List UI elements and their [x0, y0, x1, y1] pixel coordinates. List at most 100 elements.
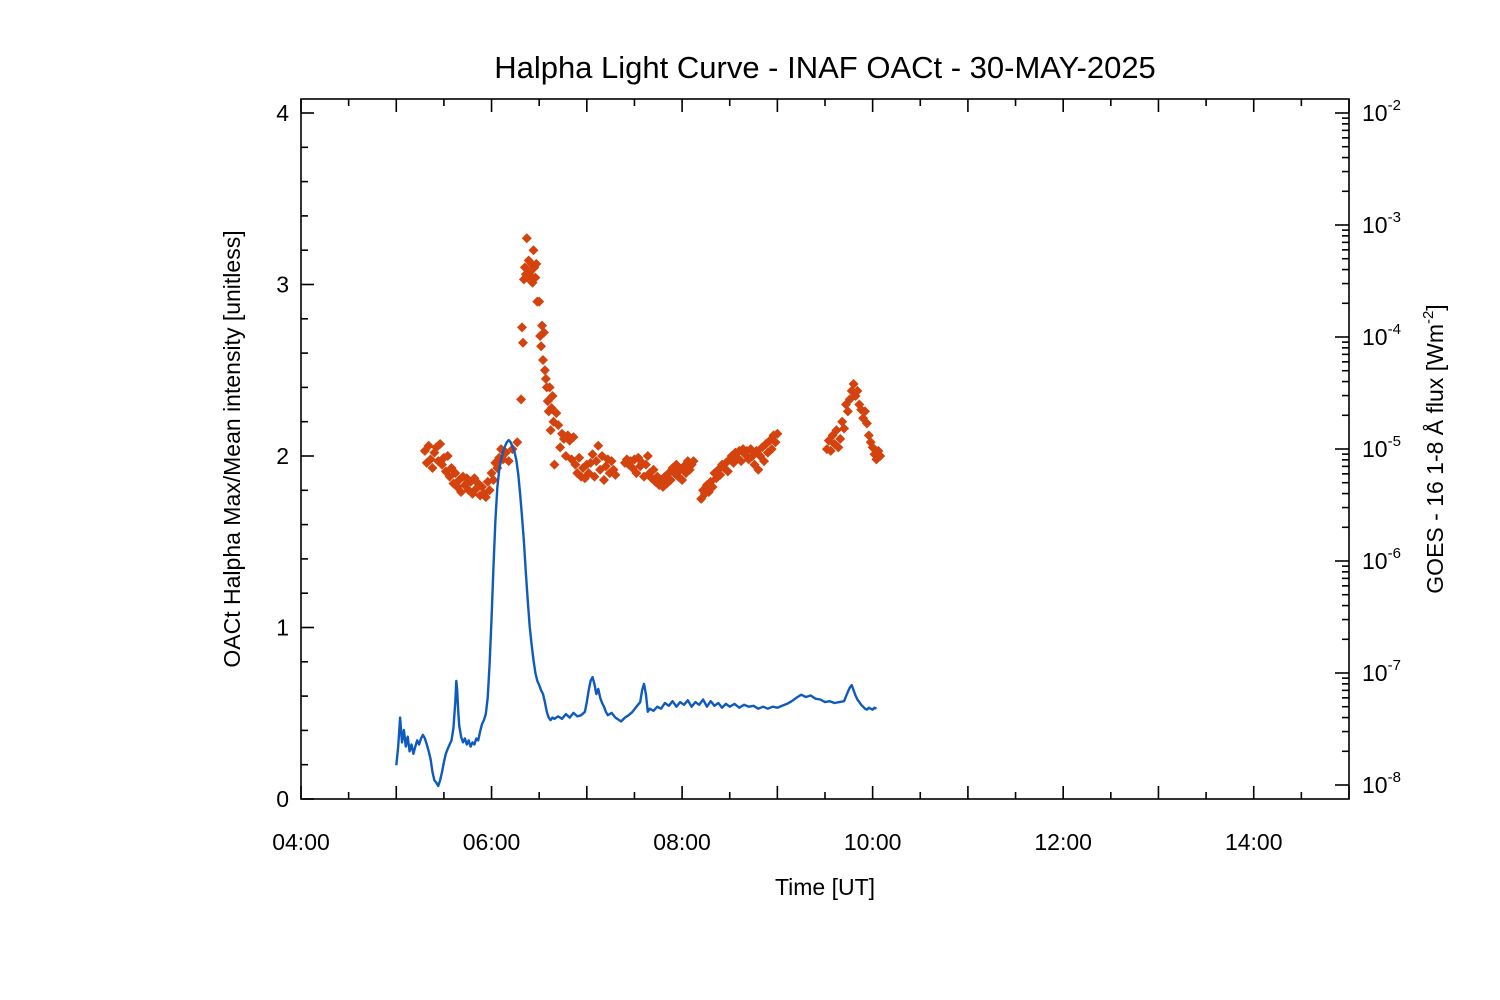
halpha-data-point [736, 456, 747, 467]
halpha-data-point [598, 475, 609, 486]
halpha-data-point [835, 433, 846, 444]
chart-title: Halpha Light Curve - INAF OACt - 30-MAY-… [494, 50, 1156, 85]
x-tick-label: 08:00 [653, 829, 711, 855]
halpha-data-point [677, 475, 688, 486]
halpha-data-point [442, 451, 453, 461]
x-tick-label: 04:00 [272, 829, 330, 855]
y-tick-label: 1 [276, 615, 289, 641]
halpha-data-point [770, 437, 781, 448]
halpha-data-point [648, 464, 659, 475]
y2-tick-label: 10-5 [1362, 433, 1401, 462]
halpha-data-point [631, 468, 642, 479]
halpha-data-point [484, 485, 495, 496]
halpha-data-point [549, 459, 560, 470]
halpha-data-point [831, 425, 842, 436]
goes-flux-line [395, 438, 877, 788]
halpha-data-point [722, 466, 733, 477]
halpha-data-point [480, 492, 491, 503]
halpha-data-point [591, 456, 602, 467]
halpha-data-point [545, 425, 556, 436]
halpha-data-point [852, 385, 863, 396]
halpha-data-point [555, 442, 566, 453]
halpha-data-point [753, 464, 764, 475]
halpha-data-point [517, 322, 528, 333]
halpha-data-point [833, 442, 844, 453]
y2-tick-label: 10-7 [1362, 657, 1401, 686]
halpha-data-point [456, 487, 467, 498]
halpha-data-point [521, 233, 532, 244]
halpha-data-point [503, 456, 514, 467]
halpha-data-point [512, 437, 523, 448]
halpha-data-point [570, 459, 581, 470]
halpha-data-point [435, 438, 446, 449]
halpha-data-point [528, 245, 539, 256]
y-tick-label: 4 [276, 100, 289, 126]
y2-tick-label: 10-2 [1362, 97, 1401, 126]
halpha-data-point [488, 475, 499, 486]
halpha-data-point [665, 475, 676, 486]
halpha-data-point [688, 456, 699, 467]
halpha-data-point [861, 418, 872, 429]
halpha-data-point [707, 481, 718, 492]
halpha-data-point [842, 406, 853, 417]
halpha-data-point [537, 354, 548, 365]
y-axis-left: 0 1 2 3 4 [276, 100, 314, 812]
y2-axis-label-main: GOES - 16 1-8 Å flux [Wm [1421, 324, 1448, 594]
halpha-data-point [425, 454, 436, 465]
halpha-data-point [534, 296, 545, 307]
plot-area [395, 233, 886, 788]
y2-axis-label-superscript: -2 [1420, 311, 1437, 324]
halpha-data-point [547, 390, 558, 401]
x-tick-label: 12:00 [1034, 829, 1092, 855]
halpha-data-point [766, 444, 777, 455]
halpha-data-point [587, 449, 598, 460]
x-tick-label: 10:00 [844, 829, 902, 855]
halpha-data-point [423, 440, 434, 451]
x-tick-label: 14:00 [1225, 829, 1283, 855]
halpha-data-point [427, 463, 438, 474]
halpha-data-point [875, 451, 886, 461]
halpha-data-point [715, 469, 726, 480]
y2-tick-label: 10-4 [1362, 321, 1401, 350]
y-tick-label: 3 [276, 272, 289, 298]
y-tick-label: 2 [276, 443, 289, 469]
y-axis-right: 10-8 10-7 10-6 10-5 10-4 10-3 10-2 [1335, 97, 1401, 798]
halpha-data-point [568, 432, 579, 443]
y2-tick-label: 10-3 [1362, 209, 1401, 238]
y-axis-label: OACt Halpha Max/Mean intensity [unitless… [219, 230, 245, 667]
halpha-data-point [544, 382, 555, 393]
halpha-data-point [610, 469, 621, 480]
y2-tick-label: 10-6 [1362, 545, 1401, 574]
halpha-data-point [516, 394, 527, 405]
y-tick-label: 0 [276, 786, 289, 812]
halpha-data-point [839, 423, 850, 434]
halpha-data-point [536, 341, 547, 352]
halpha-data-point [538, 327, 549, 338]
y2-tick-label: 10-8 [1362, 769, 1401, 798]
halpha-data-point [551, 408, 562, 419]
y2-axis-label: GOES - 16 1-8 Å flux [Wm-2] [1420, 304, 1448, 593]
halpha-data-point [593, 440, 604, 451]
halpha-data-point [825, 445, 836, 456]
halpha-data-point [517, 337, 528, 348]
halpha-data-point [772, 428, 783, 439]
x-axis-label: Time [UT] [775, 874, 875, 900]
halpha-data-point [606, 456, 617, 467]
halpha-data-point [759, 456, 770, 467]
halpha-data-point [553, 420, 564, 431]
halpha-data-point [540, 373, 551, 384]
y2-axis-label-end: ] [1422, 304, 1448, 310]
halpha-data-point [848, 378, 859, 389]
x-axis: 04:00 06:00 08:00 10:00 12:00 14:00 [272, 99, 1350, 855]
x-tick-label: 06:00 [463, 829, 521, 855]
halpha-data-point [589, 471, 600, 482]
halpha-data-point [539, 365, 550, 376]
halpha-data-point [531, 258, 542, 269]
halpha-data-point [574, 452, 585, 463]
halpha-data-point [860, 406, 871, 417]
halpha-data-point [450, 468, 461, 479]
halpha-data-point [642, 451, 653, 461]
halpha-data-point [640, 459, 651, 470]
halpha-data-point [530, 272, 541, 283]
